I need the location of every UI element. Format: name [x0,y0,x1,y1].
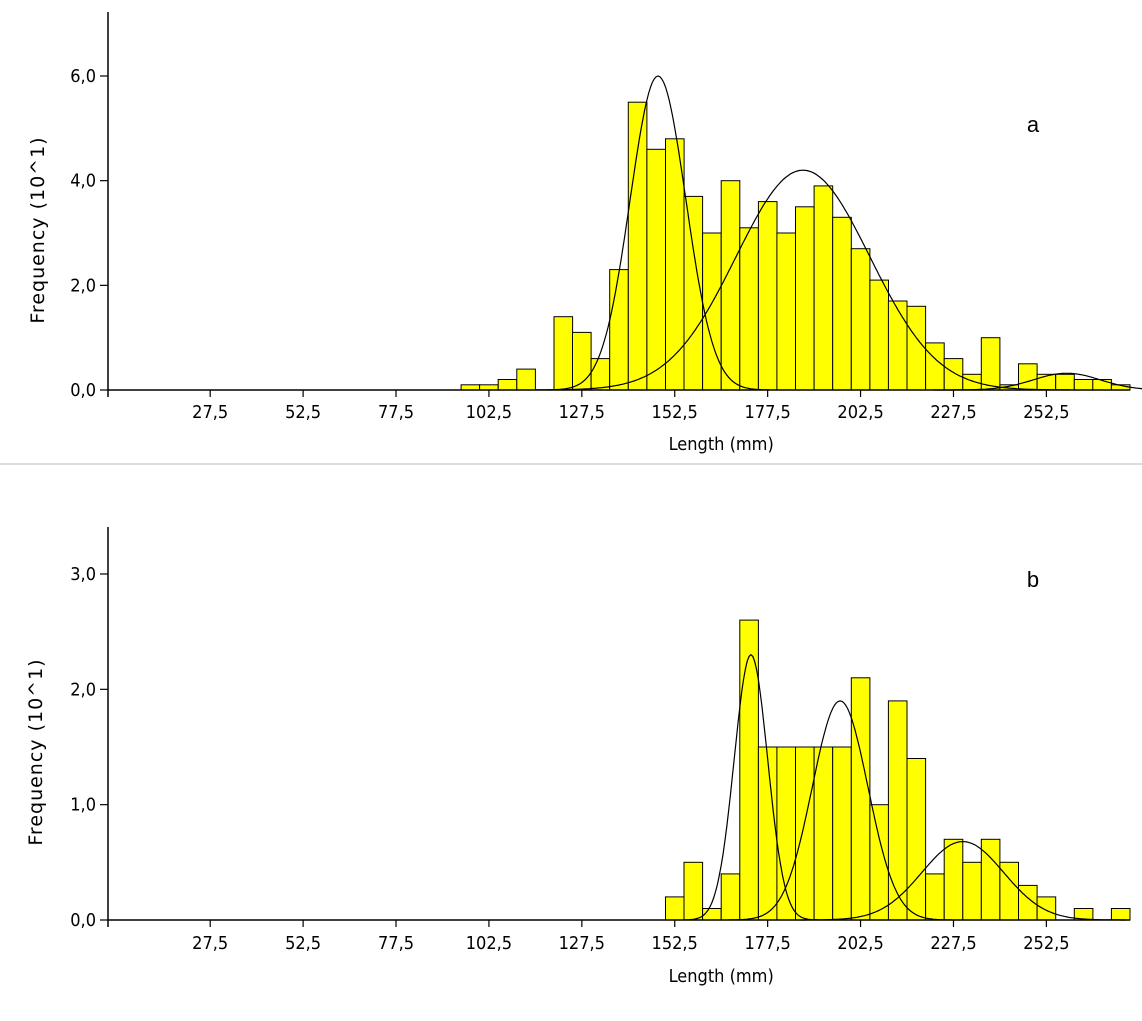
x-tick-label: 152,5 [652,933,698,954]
y-tick-label: 2,0 [70,275,96,296]
x-axis-title: Length (mm) [669,434,774,455]
histogram-bar [925,873,945,921]
y-tick-label: 3,0 [70,564,96,585]
x-tick-label: 77,5 [378,402,414,423]
histogram-bar [665,138,685,391]
histogram-bar [962,373,982,391]
x-tick-label: 177,5 [745,933,791,954]
x-tick-label: 77,5 [378,933,414,954]
panel-label: b [1027,567,1039,592]
histogram-bar [627,101,648,391]
chart-panel-a: 27,5 52,5 77,5 102,5 127,5 152,5 177,5 202,5 227… [27,12,1142,455]
y-tick-label: 2,0 [70,679,96,700]
histogram-bar [609,269,629,391]
x-tick-label: 102,5 [466,402,512,423]
histogram-bar [702,232,722,391]
panel-label: a [1027,112,1040,137]
x-tick-label: 227,5 [930,933,976,954]
fitted-curve-2 [728,700,952,921]
y-tick-label: 0,0 [70,380,96,401]
histogram-bar [906,758,927,921]
histogram-bar [1036,896,1057,921]
fitted-curve-1 [684,653,818,921]
x-axis-title: Length (mm) [669,966,774,987]
x-tick-label: 202,5 [837,402,883,423]
histogram-bar [1110,908,1131,921]
histogram-bar [850,248,871,391]
fitted-curve-2 [535,169,1071,391]
histogram-bar [646,148,667,391]
histogram-bar [757,201,778,391]
fitted-curve-1 [546,75,770,391]
histogram-bar [479,384,499,391]
x-tick-label: 177,5 [745,402,791,423]
x-tick-label: 102,5 [466,933,512,954]
x-tick-label: 27,5 [192,402,228,423]
histogram-bar [887,300,908,391]
fitted-curve-3 [799,840,1127,921]
histogram-bar [795,206,815,391]
histogram-bar [590,358,611,391]
x-tick-label: 227,5 [930,402,976,423]
histogram-bar [1073,379,1094,391]
histogram-bar [683,861,704,921]
histogram-bar [460,384,481,391]
histogram-bar [887,700,908,921]
histogram-bar [497,379,518,391]
y-axis-title: Frequency (10^1) [27,136,49,323]
histogram-bar [1055,373,1075,391]
histogram-bar [832,746,852,921]
histogram-bar [776,746,797,921]
histogram-bar [925,342,945,391]
histogram-bar [962,861,982,921]
x-tick-label: 252,5 [1023,402,1069,423]
panel-divider [0,463,1142,465]
histogram-bar [813,185,834,391]
histogram-bar [757,746,778,921]
x-tick-label: 127,5 [559,402,605,423]
y-tick-label: 0,0 [70,910,96,931]
histogram-bar [553,316,574,391]
y-tick-label: 4,0 [70,171,96,192]
histogram-bar [943,358,964,391]
x-tick-label: 252,5 [1023,933,1069,954]
chart-panel-b: 27,5 52,5 77,5 102,5 127,5 152,5 177,5 202,5 227… [25,527,1131,987]
x-tick-label: 27,5 [192,933,228,954]
histogram-bar [1018,363,1038,391]
histogram-bar [572,331,592,391]
histogram-bar [739,227,759,391]
y-tick-label: 6,0 [70,66,96,87]
histogram-bar [795,746,815,921]
x-tick-label: 52,5 [285,402,321,423]
histogram-bar [813,746,834,921]
y-tick-label: 1,0 [70,795,96,816]
histogram-bar [720,873,741,921]
histogram-bar [906,305,927,391]
histogram-bar [850,677,871,921]
histogram-bar [869,279,890,391]
histogram-bar [1092,379,1112,391]
histogram-bar [943,838,964,921]
x-tick-label: 52,5 [285,933,321,954]
histogram-bar [720,180,741,391]
histogram-bar [776,232,797,391]
y-axis-title: Frequency (10^1) [25,658,47,845]
histogram-bar [832,216,852,391]
x-tick-label: 202,5 [837,933,883,954]
x-tick-label: 127,5 [559,933,605,954]
histogram-bar [665,896,685,921]
histogram-bar [980,337,1001,391]
histogram-bar [516,368,536,391]
histogram-bar [683,195,704,391]
x-tick-label: 152,5 [652,402,698,423]
